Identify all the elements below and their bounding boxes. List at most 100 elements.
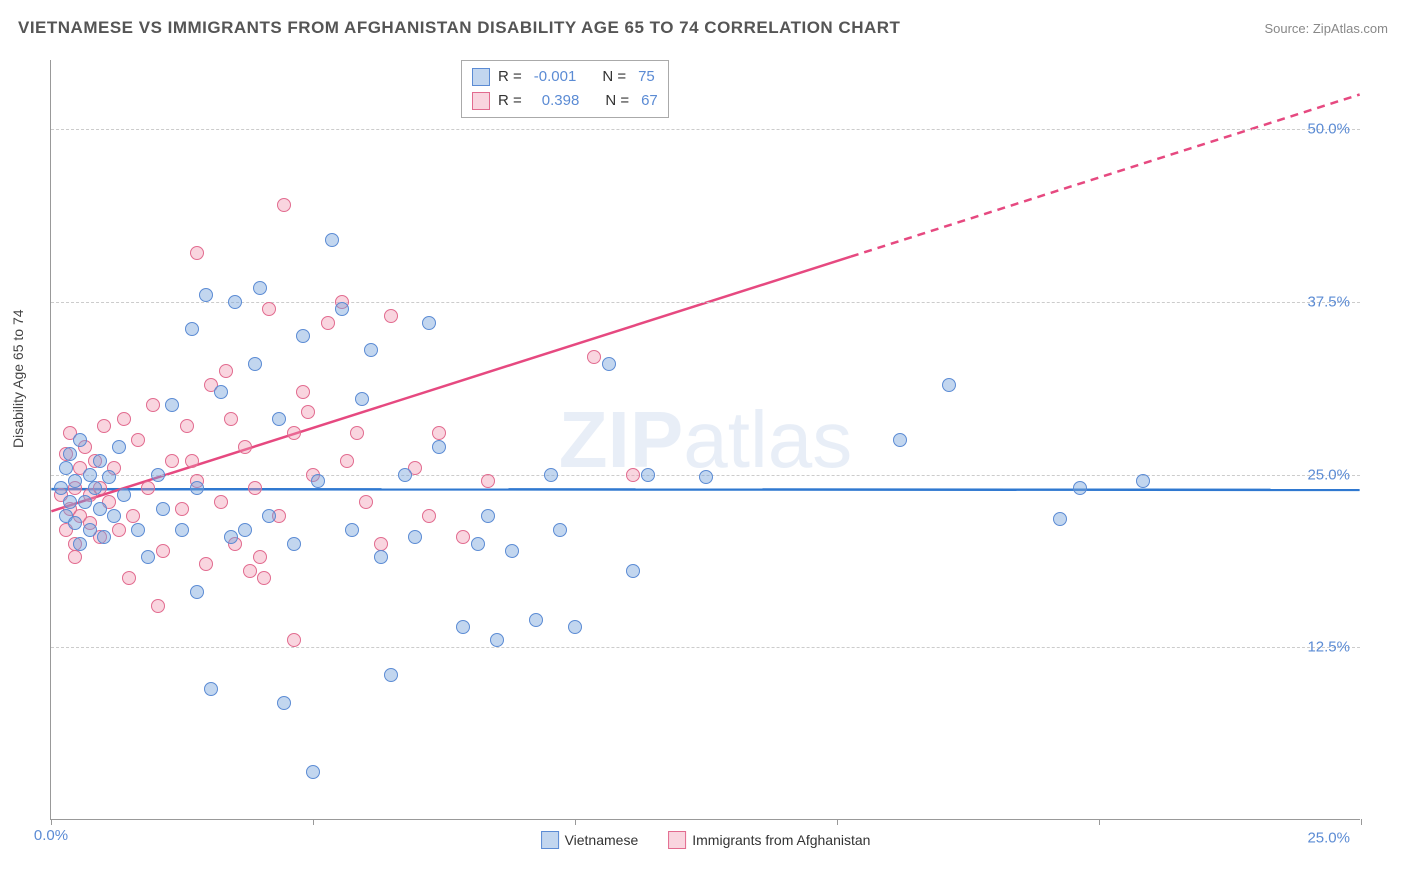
data-point-blue (481, 509, 495, 523)
blue-swatch (472, 68, 490, 86)
data-point-blue (228, 295, 242, 309)
data-point-blue (97, 530, 111, 544)
r-value: -0.001 (534, 65, 577, 89)
data-point-blue (398, 468, 412, 482)
data-point-blue (942, 378, 956, 392)
data-point-pink (151, 599, 165, 613)
y-tick-label: 25.0% (1307, 466, 1350, 483)
data-point-blue (73, 537, 87, 551)
grid-line-horizontal (51, 302, 1360, 303)
data-point-blue (306, 765, 320, 779)
data-point-blue (54, 481, 68, 495)
data-point-blue (553, 523, 567, 537)
n-value: 75 (638, 65, 655, 89)
data-point-pink (214, 495, 228, 509)
data-point-blue (199, 288, 213, 302)
n-value: 67 (641, 89, 658, 113)
data-point-pink (321, 316, 335, 330)
data-point-blue (272, 412, 286, 426)
data-point-blue (151, 468, 165, 482)
data-point-blue (88, 481, 102, 495)
data-point-blue (117, 488, 131, 502)
data-point-pink (199, 557, 213, 571)
data-point-blue (1136, 474, 1150, 488)
data-point-blue (641, 468, 655, 482)
data-point-blue (165, 398, 179, 412)
legend-item-afghanistan: Immigrants from Afghanistan (668, 831, 870, 849)
correlation-row-blue: R = -0.001 N = 75 (472, 65, 658, 89)
data-point-blue (374, 550, 388, 564)
blue-swatch (541, 831, 559, 849)
data-point-blue (568, 620, 582, 634)
watermark-zip: ZIP (559, 395, 683, 484)
data-point-blue (422, 316, 436, 330)
data-point-blue (78, 495, 92, 509)
data-point-pink (156, 544, 170, 558)
source-name: ZipAtlas.com (1313, 21, 1388, 36)
data-point-blue (190, 585, 204, 599)
data-point-blue (1053, 512, 1067, 526)
data-point-blue (384, 668, 398, 682)
correlation-row-pink: R = 0.398 N = 67 (472, 89, 658, 113)
data-point-pink (146, 398, 160, 412)
data-point-blue (355, 392, 369, 406)
data-point-pink (287, 426, 301, 440)
data-point-blue (107, 509, 121, 523)
chart-container: VIETNAMESE VS IMMIGRANTS FROM AFGHANISTA… (0, 0, 1406, 892)
data-point-pink (224, 412, 238, 426)
y-axis-label: Disability Age 65 to 74 (10, 309, 26, 448)
legend-item-vietnamese: Vietnamese (541, 831, 639, 849)
chart-source: Source: ZipAtlas.com (1264, 21, 1388, 36)
data-point-blue (63, 447, 77, 461)
r-label: R = (498, 65, 522, 89)
data-point-pink (359, 495, 373, 509)
data-point-blue (59, 461, 73, 475)
n-label: N = (602, 65, 626, 89)
data-point-pink (350, 426, 364, 440)
data-point-pink (248, 481, 262, 495)
data-point-blue (471, 537, 485, 551)
data-point-pink (296, 385, 310, 399)
x-tick-label-origin: 0.0% (34, 827, 68, 844)
chart-header: VIETNAMESE VS IMMIGRANTS FROM AFGHANISTA… (18, 18, 1388, 38)
data-point-blue (287, 537, 301, 551)
data-point-pink (243, 564, 257, 578)
x-tick (1099, 819, 1100, 825)
data-point-blue (83, 523, 97, 537)
data-point-pink (262, 302, 276, 316)
data-point-pink (112, 523, 126, 537)
data-point-pink (384, 309, 398, 323)
x-tick (575, 819, 576, 825)
chart-title: VIETNAMESE VS IMMIGRANTS FROM AFGHANISTA… (18, 18, 900, 38)
data-point-blue (335, 302, 349, 316)
pink-swatch (472, 92, 490, 110)
x-tick (313, 819, 314, 825)
data-point-blue (456, 620, 470, 634)
data-point-pink (253, 550, 267, 564)
data-point-pink (190, 246, 204, 260)
data-point-pink (481, 474, 495, 488)
data-point-blue (248, 357, 262, 371)
y-tick-label: 50.0% (1307, 121, 1350, 138)
data-point-pink (374, 537, 388, 551)
data-point-blue (1073, 481, 1087, 495)
y-tick-label: 12.5% (1307, 639, 1350, 656)
data-point-blue (73, 433, 87, 447)
data-point-blue (262, 509, 276, 523)
n-label: N = (605, 89, 629, 113)
data-point-blue (544, 468, 558, 482)
correlation-legend: R = -0.001 N = 75 R = 0.398 N = 67 (461, 60, 669, 118)
data-point-blue (529, 613, 543, 627)
data-point-blue (185, 322, 199, 336)
data-point-pink (97, 419, 111, 433)
data-point-blue (432, 440, 446, 454)
data-point-pink (180, 419, 194, 433)
data-point-blue (156, 502, 170, 516)
y-tick-label: 37.5% (1307, 293, 1350, 310)
data-point-blue (296, 329, 310, 343)
data-point-pink (456, 530, 470, 544)
data-point-blue (93, 454, 107, 468)
data-point-blue (364, 343, 378, 357)
data-point-blue (345, 523, 359, 537)
data-point-blue (68, 516, 82, 530)
